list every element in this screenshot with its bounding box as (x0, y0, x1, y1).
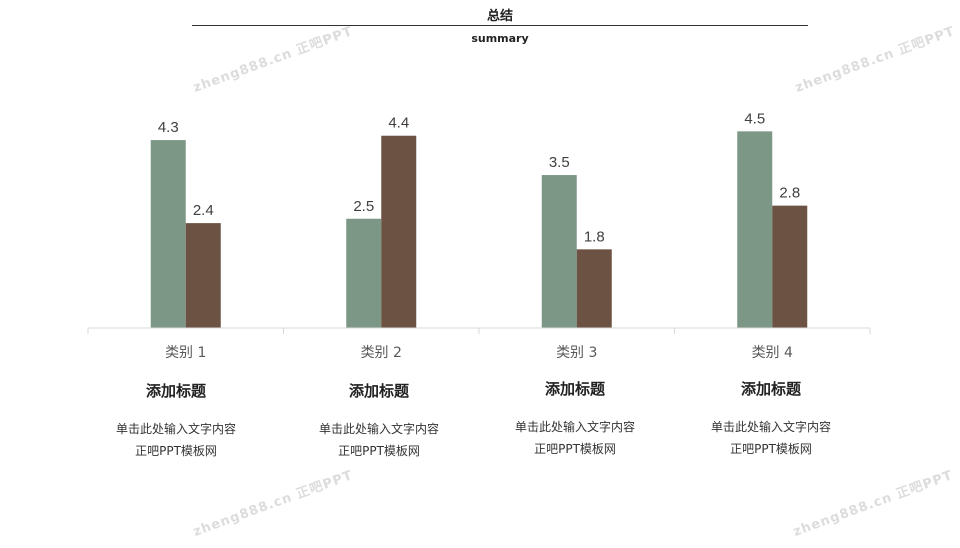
bar-series-2-category-2 (381, 135, 417, 328)
column-text-4: 添加标题 单击此处输入文字内容 正吧PPT模板网 (673, 378, 869, 460)
page-subtitle: summary (471, 32, 529, 45)
column-description-line: 正吧PPT模板网 (534, 442, 616, 456)
data-label: 4.4 (388, 115, 409, 132)
column-text-2: 添加标题 单击此处输入文字内容 正吧PPT模板网 (281, 380, 477, 462)
column-description: 单击此处输入文字内容 正吧PPT模板网 (673, 416, 869, 460)
column-heading: 添加标题 (145, 382, 206, 400)
bar-series-1-category-2 (346, 218, 382, 328)
data-label: 2.8 (779, 185, 800, 202)
data-label: 2.5 (353, 198, 374, 215)
category-tick-label: 类别 1 (165, 345, 206, 361)
column-text-3: 添加标题 单击此处输入文字内容 正吧PPT模板网 (477, 378, 673, 460)
column-description: 单击此处输入文字内容 正吧PPT模板网 (281, 418, 477, 462)
category-tick-label: 类别 2 (361, 345, 402, 361)
data-label: 4.5 (744, 110, 765, 127)
column-description-line: 正吧PPT模板网 (338, 444, 420, 458)
column-text-1: 添加标题 单击此处输入文字内容 正吧PPT模板网 (78, 380, 274, 462)
bar-series-1-category-4 (737, 131, 773, 328)
column-description-line: 单击此处输入文字内容 (514, 420, 635, 434)
header-divider (192, 25, 808, 26)
column-description-line: 正吧PPT模板网 (135, 444, 217, 458)
data-label: 3.5 (549, 154, 570, 171)
bar-series-2-category-4 (772, 205, 808, 328)
category-tick-label: 类别 3 (556, 345, 597, 361)
bar-series-1-category-1 (150, 140, 186, 328)
bar-series-1-category-3 (541, 175, 577, 328)
column-heading: 添加标题 (740, 380, 801, 398)
column-description-line: 正吧PPT模板网 (730, 442, 812, 456)
category-tick-label: 类别 4 (752, 345, 793, 361)
column-description: 单击此处输入文字内容 正吧PPT模板网 (477, 416, 673, 460)
column-description-line: 单击此处输入文字内容 (710, 420, 831, 434)
column-heading: 添加标题 (544, 380, 605, 398)
data-label: 4.3 (158, 119, 179, 136)
bar-series-2-category-3 (576, 249, 612, 328)
data-label: 1.8 (584, 228, 605, 245)
bar-series-2-category-1 (185, 223, 221, 328)
header: 总结 summary (192, 0, 808, 50)
column-description-line: 单击此处输入文字内容 (318, 422, 439, 436)
page-title: 总结 (486, 9, 513, 24)
data-label: 2.4 (193, 202, 214, 219)
column-heading: 添加标题 (348, 382, 409, 400)
column-description: 单击此处输入文字内容 正吧PPT模板网 (78, 418, 274, 462)
column-description-line: 单击此处输入文字内容 (115, 422, 236, 436)
